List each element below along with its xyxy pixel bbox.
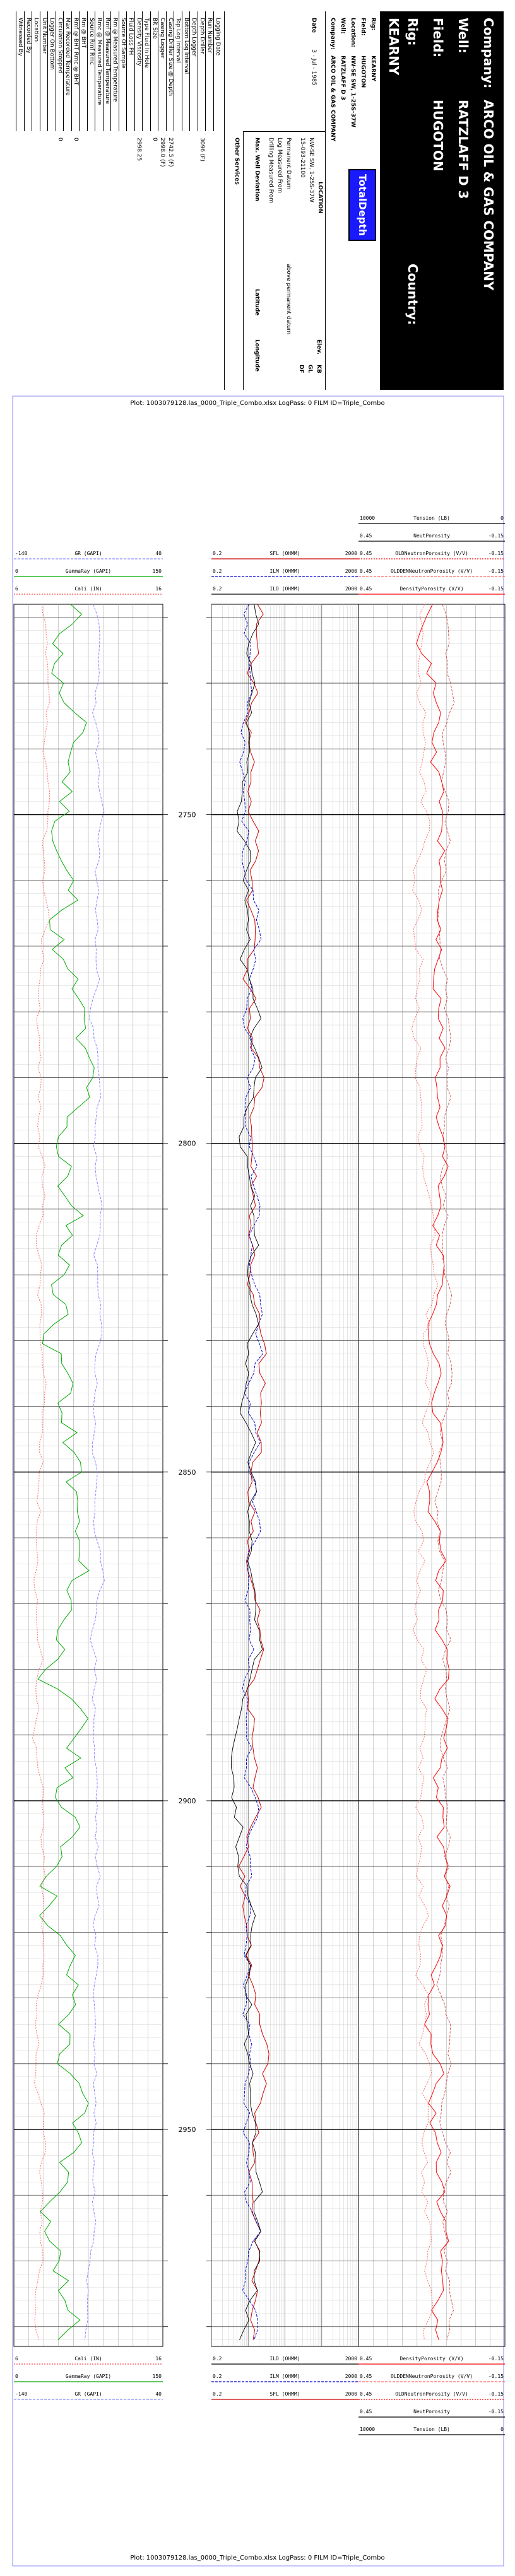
curve-name: Cali (IN)	[74, 586, 102, 592]
curve-name: ILD (OHMM)	[269, 586, 300, 592]
curve-scale-hi: 0	[500, 2427, 504, 2432]
curve-name: Tension (LB)	[413, 2427, 450, 2432]
curve-scale-lo: -140	[15, 551, 27, 556]
neutron-porosity-curve	[411, 604, 439, 2340]
curve-name: OLDDENNeutronPorosity (V/V)	[391, 2374, 473, 2379]
curve-scale-lo: 0.45	[360, 533, 372, 539]
curve-scale-hi: -0.15	[488, 551, 504, 556]
curve-name: ILM (OHMM)	[269, 2374, 300, 2379]
curve-name: SFL (OHMM)	[269, 2391, 300, 2397]
curve-scale-lo: 0.2	[213, 2374, 222, 2379]
curve-scale-lo: 0.45	[360, 2356, 372, 2362]
curve-scale-hi: 2000	[345, 586, 357, 592]
curve-scale-lo: 0.45	[360, 568, 372, 574]
curve-scale-lo: 0.45	[360, 2374, 372, 2379]
density-porosity-curve	[416, 604, 451, 2340]
curve-name: OLDDENNeutronPorosity (V/V)	[391, 568, 473, 574]
gamma-ray-curve	[37, 604, 95, 2340]
curve-name: Cali (IN)	[74, 2356, 102, 2362]
curve-scale-lo: 0.45	[360, 551, 372, 556]
curve-scale-hi: 0	[500, 515, 504, 521]
curve-name: GammaRay (GAPI)	[66, 568, 111, 574]
depth-label: 2750	[179, 811, 196, 819]
caliper-curve	[32, 604, 50, 2340]
curve-name: GR (GAPI)	[74, 2391, 102, 2397]
curve-scale-hi: 150	[153, 2374, 162, 2379]
curve-scale-lo: 0	[15, 568, 18, 574]
curve-scale-lo: 0	[15, 2374, 18, 2379]
curve-scale-lo: 0.2	[213, 551, 222, 556]
curve-scale-lo: 6	[15, 586, 18, 592]
curve-scale-lo: 0.2	[213, 2391, 222, 2397]
curve-scale-lo: 0.2	[213, 568, 222, 574]
curve-scale-hi: -0.15	[488, 2391, 504, 2397]
curve-name: NeutPorosity	[413, 533, 450, 539]
curve-scale-lo: -140	[15, 2391, 27, 2397]
curve-name: OLDNeutronPorosity (V/V)	[395, 2391, 468, 2397]
curve-name: OLDNeutronPorosity (V/V)	[395, 551, 468, 556]
curve-scale-hi: 2000	[345, 2356, 357, 2362]
curve-scale-hi: 40	[155, 551, 162, 556]
depth-label: 2950	[179, 2126, 196, 2134]
curve-scale-hi: 2000	[345, 551, 357, 556]
curve-scale-lo: 10000	[360, 515, 375, 521]
curve-name: GR (GAPI)	[74, 551, 102, 556]
curve-name: GammaRay (GAPI)	[66, 2374, 111, 2379]
curve-scale-hi: -0.15	[488, 2356, 504, 2362]
plot-frame	[12, 395, 504, 2567]
depth-label: 2800	[179, 1140, 196, 1148]
curve-scale-hi: -0.15	[488, 586, 504, 592]
curve-scale-lo: 6	[15, 2356, 18, 2362]
ilm-curve	[239, 604, 264, 2340]
curve-scale-hi: 2000	[345, 568, 357, 574]
ild-curve	[230, 604, 263, 2340]
curve-name: DensityPorosity (V/V)	[400, 586, 463, 592]
curve-scale-hi: 2000	[345, 2374, 357, 2379]
curve-scale-hi: 2000	[345, 2391, 357, 2397]
curve-scale-hi: -0.15	[488, 2409, 504, 2415]
curve-scale-hi: -0.15	[488, 2374, 504, 2379]
curve-scale-lo: 0.45	[360, 2391, 372, 2397]
curve-name: DensityPorosity (V/V)	[400, 2356, 463, 2362]
curve-scale-hi: 40	[155, 2391, 162, 2397]
curve-scale-hi: 16	[155, 2356, 162, 2362]
depth-label: 2900	[179, 1797, 196, 1805]
curve-name: ILM (OHMM)	[269, 568, 300, 574]
curve-name: SFL (OHMM)	[269, 551, 300, 556]
curve-name: NeutPorosity	[413, 2409, 450, 2415]
curve-scale-hi: -0.15	[488, 533, 504, 539]
curve-scale-lo: 0.2	[213, 586, 222, 592]
curve-scale-hi: 16	[155, 586, 162, 592]
plot-title-bottom: Plot: 1003079128.las_0000_Triple_Combo.x…	[130, 2555, 385, 2561]
curve-scale-lo: 0.45	[360, 2409, 372, 2415]
depth-label: 2850	[179, 1468, 196, 1477]
curve-scale-lo: 0.2	[213, 2356, 222, 2362]
curve-scale-hi: 150	[153, 568, 162, 574]
old-neutron-curve	[434, 604, 454, 2340]
plot-title-top: Plot: 1003079128.las_0000_Triple_Combo.x…	[130, 400, 385, 407]
curve-scale-hi: -0.15	[488, 568, 504, 574]
curve-name: ILD (OHMM)	[269, 2356, 300, 2362]
curve-scale-lo: 10000	[360, 2427, 375, 2432]
curve-name: Tension (LB)	[413, 515, 450, 521]
curve-scale-lo: 0.45	[360, 586, 372, 592]
gr-curve	[85, 604, 105, 2340]
